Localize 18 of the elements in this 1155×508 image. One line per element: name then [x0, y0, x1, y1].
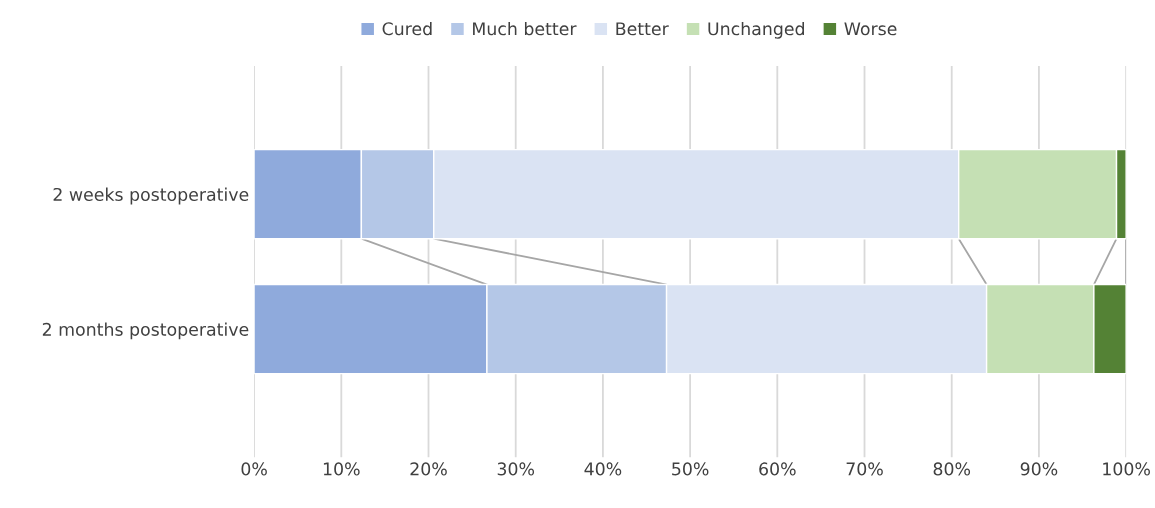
x-tick-label: 60% — [759, 462, 796, 476]
x-tick-label: 10% — [323, 462, 360, 476]
x-tick-label: 0% — [241, 462, 267, 476]
x-tick-label: 30% — [497, 462, 535, 476]
x-tick-label: 40% — [584, 462, 622, 476]
y-tick-label: 2 months postoperative — [42, 322, 249, 340]
x-tick-label: 80% — [933, 462, 971, 476]
x-tick-label: 20% — [410, 462, 447, 476]
x-tick-label: 90% — [1020, 462, 1058, 476]
legend-label: Better — [616, 22, 669, 36]
legend-label: Cured — [382, 21, 432, 36]
x-tick-label: 100% — [1103, 462, 1150, 476]
legend-label: Unchanged — [708, 21, 804, 39]
x-tick-label: 70% — [846, 462, 883, 476]
x-tick-label: 50% — [672, 462, 709, 476]
legend-label: Worse — [844, 22, 897, 36]
y-tick-label: 2 weeks postoperative — [53, 187, 249, 205]
legend-label: Much better — [473, 21, 577, 36]
